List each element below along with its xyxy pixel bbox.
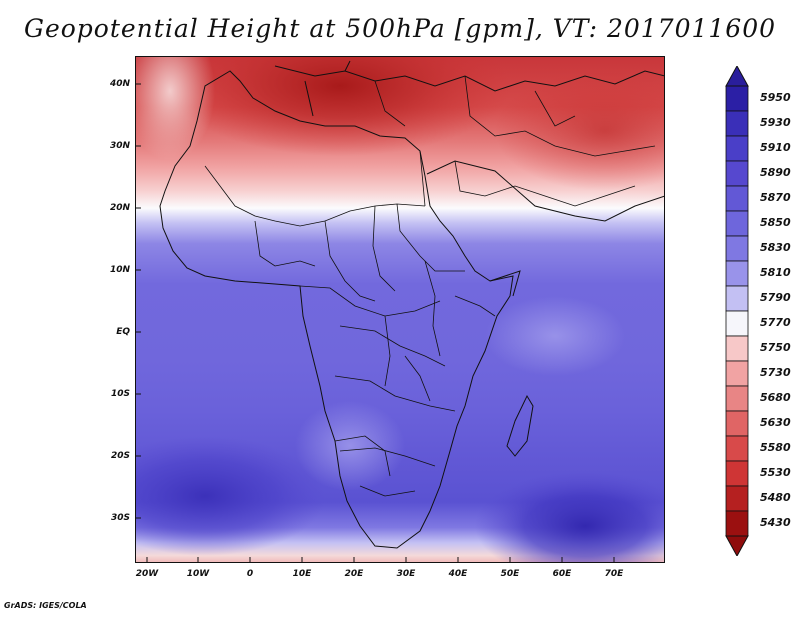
colorbar-box [725,310,749,337]
colorbar-label: 5810 [760,266,791,279]
lat-label-40n: 40N [109,79,130,89]
lon-label-30e: 30E [396,569,416,579]
colorbar-box [725,235,749,262]
lon-label-20e: 20E [344,569,364,579]
asia-trough [495,71,665,191]
colorbar-box [725,335,749,362]
lat-label-eq: EQ [116,327,130,337]
light-patch-south [295,401,405,491]
colorbar-bottom-arrow [725,535,749,556]
madagascar-coast [506,394,534,457]
colorbar-label: 5680 [760,391,791,404]
lon-label-40e: 40E [448,569,468,579]
axis-ticks [135,83,615,563]
light-patch-east [485,296,625,376]
lon-label-70e: 70E [604,569,624,579]
colorbar-label: 5430 [760,516,791,529]
lat-label-30n: 30N [109,141,130,151]
colorbar-top-arrow [725,66,749,87]
colorbar-label: 5850 [760,216,791,229]
lon-label-50e: 50E [500,569,520,579]
colorbar-box [725,135,749,162]
colorbar-label: 5830 [760,241,791,254]
lat-label-10s: 10S [110,389,130,399]
mediterranean-trough [170,56,510,156]
colorbar-label: 5910 [760,141,791,154]
colorbar-box [725,360,749,387]
colorbar-box [725,85,749,112]
lon-label-20w: 20W [135,569,159,579]
colorbar [725,66,749,556]
colorbar-box [725,110,749,137]
lon-label-10e: 10E [292,569,312,579]
colorbar-boxes [725,85,749,537]
colorbar-box [725,485,749,512]
colorbar-label: 5630 [760,416,791,429]
colorbar-label: 5930 [760,116,791,129]
lat-label-10n: 10N [109,265,130,275]
colorbar-box [725,410,749,437]
colorbar-box [725,460,749,487]
map-title: Geopotential Height at 500hPa [gpm], VT:… [23,14,777,43]
colorbar-label: 5790 [760,291,791,304]
lon-label-10w: 10W [186,569,210,579]
coastlines [159,60,665,549]
atlantic-ridge [135,56,215,161]
colorbar-label: 5870 [760,191,791,204]
colorbar-box [725,510,749,537]
grads-credit: GrADS: IGES/COLA [4,601,87,610]
colorbar-box [725,160,749,187]
colorbar-label: 5770 [760,316,791,329]
lat-label-30s: 30S [110,513,130,523]
colorbar-label: 5480 [760,491,791,504]
colorbar-label: 5530 [760,466,791,479]
colorbar-box [725,385,749,412]
country-borders [204,75,656,497]
geopotential-map[interactable] [135,56,665,563]
indian-ocean-high [475,471,665,563]
colorbar-box [725,210,749,237]
lat-label-20s: 20S [110,451,130,461]
colorbar-box [725,285,749,312]
map-frame [135,56,665,563]
colorbar-box [725,435,749,462]
map-panel[interactable] [135,56,665,563]
lat-label-20n: 20N [109,203,130,213]
colorbar-label: 5890 [760,166,791,179]
colorbar-label: 5580 [760,441,791,454]
south-atlantic-high [135,436,325,556]
colorbar-label: 5950 [760,91,791,104]
colorbar-label: 5750 [760,341,791,354]
colorbar-box [725,260,749,287]
colorbar-box [725,185,749,212]
lon-label-60e: 60E [552,569,572,579]
colorbar-label: 5730 [760,366,791,379]
lon-label-0: 0 [246,569,254,579]
